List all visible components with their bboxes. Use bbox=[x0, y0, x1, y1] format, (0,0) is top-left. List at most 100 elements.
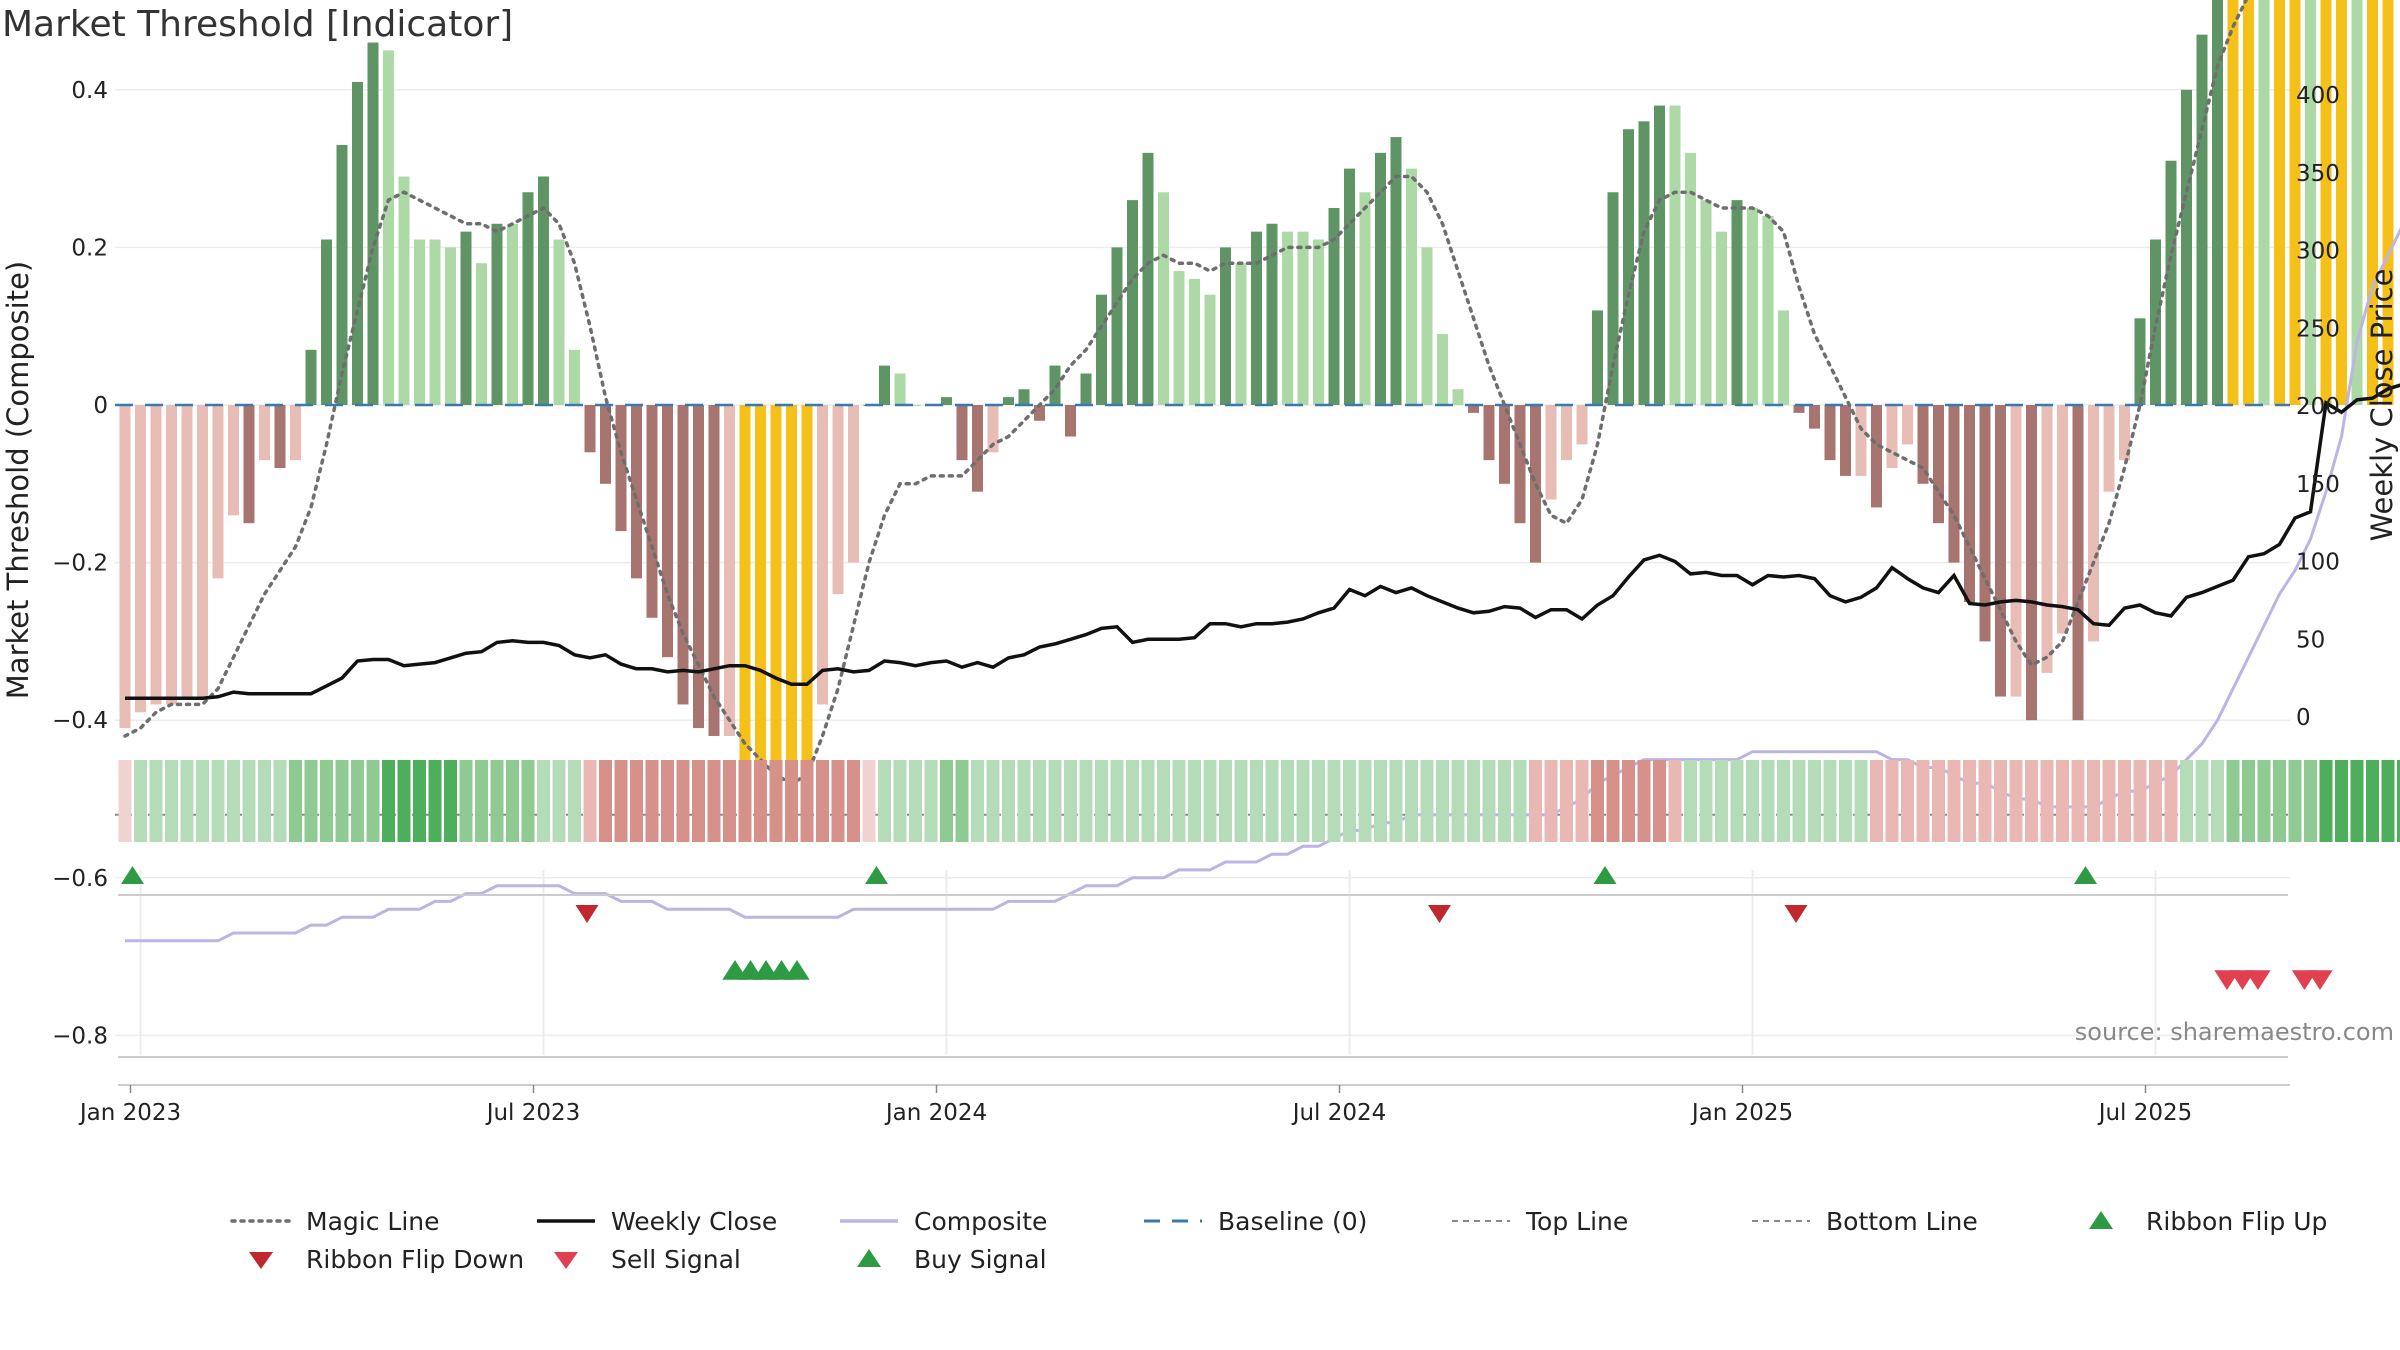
composite-bar bbox=[1840, 405, 1851, 476]
composite-bar bbox=[2088, 405, 2099, 642]
ribbon-cell bbox=[1250, 760, 1263, 842]
composite-bar bbox=[739, 405, 751, 815]
composite-bar bbox=[1731, 200, 1743, 405]
ribbon-cell bbox=[1792, 760, 1806, 842]
legend-line-icon bbox=[838, 1206, 900, 1236]
composite-bar bbox=[894, 373, 906, 405]
composite-bar bbox=[460, 231, 472, 405]
composite-bar bbox=[321, 239, 332, 405]
legend-item: Buy Signal bbox=[838, 1244, 1047, 1274]
composite-bar bbox=[538, 176, 549, 405]
composite-bar bbox=[1142, 152, 1154, 405]
ribbon-cell bbox=[2025, 760, 2038, 842]
composite-bar bbox=[956, 405, 968, 461]
composite-bar bbox=[2320, 0, 2332, 405]
ribbon-cell bbox=[2040, 760, 2054, 842]
composite-bar bbox=[1917, 405, 1929, 484]
composite-bar bbox=[2258, 0, 2270, 405]
ribbon-cell bbox=[1296, 760, 1310, 842]
composite-bar bbox=[755, 405, 766, 815]
x-axis: Jan 2023 Jul 2023 Jan 2024 Jul 2024 Jan 2025… bbox=[78, 1084, 2290, 1126]
composite-bar bbox=[476, 263, 487, 405]
ribbon-cell bbox=[2164, 760, 2178, 842]
ribbon-cell bbox=[1219, 760, 1232, 842]
ribbon-cell bbox=[816, 760, 829, 842]
composite-bar bbox=[1359, 192, 1371, 405]
composite-bar bbox=[1266, 223, 1278, 405]
composite-bar bbox=[1995, 405, 2006, 697]
composite-bar bbox=[1034, 405, 1045, 421]
ribbon-cell bbox=[1079, 760, 1093, 842]
ribbon-cell bbox=[1281, 760, 1294, 842]
ribbon-cell bbox=[537, 760, 550, 842]
ribbon-cell bbox=[1405, 760, 1418, 842]
composite-bar bbox=[1669, 105, 1681, 405]
composite-bar bbox=[414, 239, 425, 405]
ribbon-cell bbox=[1420, 760, 1434, 842]
y2-tick-label: 350 bbox=[2296, 161, 2340, 187]
composite-bar bbox=[1390, 137, 1402, 405]
composite-bar bbox=[631, 405, 642, 579]
ribbon-cell bbox=[1157, 760, 1170, 842]
ribbon-cell bbox=[893, 760, 907, 842]
ribbon-cell bbox=[1994, 760, 2007, 842]
legend-item: Bottom Line bbox=[1750, 1206, 1978, 1236]
ribbon-cell bbox=[2397, 760, 2400, 842]
composite-bar bbox=[1623, 129, 1634, 405]
ribbon-cell bbox=[1141, 760, 1155, 842]
y2-tick-label: 0 bbox=[2296, 705, 2311, 731]
y-tick-label: −0.8 bbox=[52, 1023, 108, 1049]
reference-lines bbox=[115, 403, 2290, 816]
ribbon-cell bbox=[723, 760, 736, 842]
composite-bar bbox=[1886, 405, 1898, 469]
composite-bar bbox=[987, 405, 999, 453]
ribbon-cell bbox=[1002, 760, 1015, 842]
ribbon-cell bbox=[1436, 760, 1449, 842]
composite-bar bbox=[1344, 168, 1355, 405]
ribbon-cell bbox=[2273, 760, 2286, 842]
composite-bar bbox=[2367, 0, 2378, 406]
composite-bar bbox=[817, 405, 828, 705]
ribbon-cell bbox=[1048, 760, 1062, 842]
x-tick-label: Jul 2025 bbox=[2097, 1100, 2193, 1126]
composite-bar bbox=[1282, 231, 1293, 405]
ribbon-cell bbox=[1575, 760, 1589, 842]
composite-bar bbox=[135, 405, 146, 713]
composite-bar bbox=[305, 349, 317, 405]
ribbon-cell bbox=[1746, 760, 1759, 842]
composite-bar bbox=[1251, 231, 1262, 405]
composite-bar bbox=[228, 405, 239, 516]
ribbon-cell bbox=[1482, 760, 1496, 842]
legend-item: Ribbon Flip Down bbox=[230, 1244, 524, 1274]
composite-bar bbox=[1607, 192, 1619, 405]
ribbon-cell bbox=[258, 760, 271, 842]
ribbon-cell bbox=[1529, 760, 1542, 842]
ribbon-cell bbox=[583, 760, 597, 842]
ribbon-cell bbox=[785, 760, 798, 842]
x-tick-label: Jul 2024 bbox=[1291, 1100, 1387, 1126]
composite-bar bbox=[383, 50, 394, 406]
ribbon-cell bbox=[2226, 760, 2240, 842]
composite-bar bbox=[879, 365, 890, 405]
composite-bar bbox=[1204, 294, 1216, 405]
ribbon-cell bbox=[335, 760, 349, 842]
composite-bar bbox=[786, 405, 797, 831]
ribbon-cell bbox=[397, 760, 411, 842]
legend-line-icon bbox=[1142, 1206, 1204, 1236]
y-axis-left: 0.80.60.40.20−0.2−0.4−0.6−0.8 bbox=[52, 78, 108, 1050]
composite-bar bbox=[1514, 405, 1526, 524]
legend-label: Sell Signal bbox=[611, 1244, 741, 1274]
composite-bar bbox=[972, 405, 983, 492]
composite-bar bbox=[1080, 373, 1092, 405]
composite-bar bbox=[1189, 278, 1200, 405]
legend-item: Baseline (0) bbox=[1142, 1206, 1367, 1236]
legend-item: Top Line bbox=[1450, 1206, 1628, 1236]
composite-bar bbox=[507, 223, 518, 405]
ribbon-cell bbox=[1389, 760, 1403, 842]
y-tick-label: 0.2 bbox=[71, 235, 108, 261]
ribbon-cell bbox=[800, 760, 814, 842]
legend-label: Ribbon Flip Down bbox=[306, 1244, 525, 1274]
ribbon-cell bbox=[1932, 760, 1945, 842]
composite-bar bbox=[1592, 310, 1603, 405]
composite-bar bbox=[662, 405, 673, 658]
